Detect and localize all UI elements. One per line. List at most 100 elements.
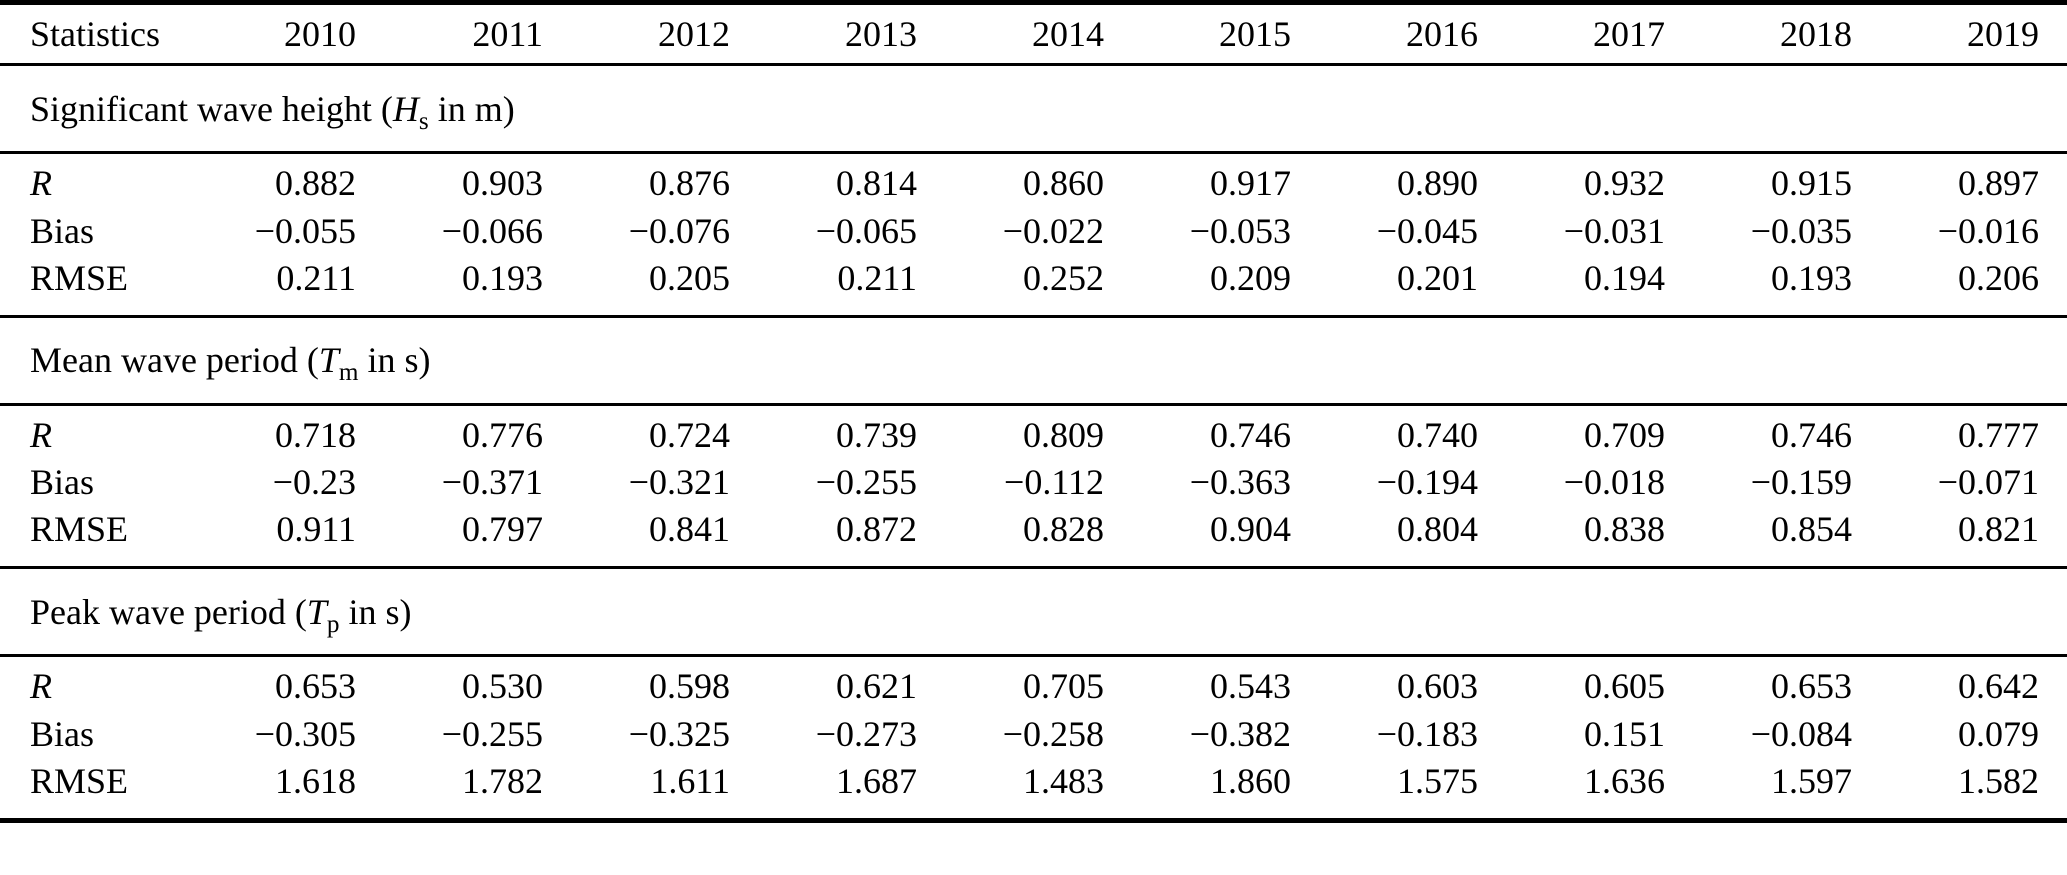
stat-value: 0.890 (1397, 163, 1478, 204)
stat-value: −0.112 (1004, 462, 1104, 502)
stat-value: 0.151 (1584, 713, 1665, 754)
year-column-header: 2010 (284, 14, 356, 54)
stat-value: 0.860 (1023, 163, 1104, 204)
stat-value: 0.543 (1210, 666, 1291, 707)
table-row-rmse: RMSE 1.618 1.782 1.611 1.687 1.483 1.860… (0, 760, 2067, 821)
year-column-header: 2012 (658, 14, 730, 54)
stat-value: −0.066 (441, 210, 543, 251)
stat-value: 0.904 (1210, 509, 1291, 549)
stat-value: 1.618 (275, 760, 356, 801)
stat-value: 0.605 (1584, 666, 1665, 707)
year-column-header: 2016 (1406, 14, 1478, 54)
section-peak-wave-period: Peak wave period (Tp in s) R 0.653 0.530… (0, 568, 2067, 821)
stat-value: 0.211 (837, 257, 917, 298)
stat-value: 0.872 (836, 509, 917, 549)
stat-value: 0.911 (276, 509, 356, 549)
stat-value: 0.211 (276, 257, 356, 298)
stat-value: −0.071 (1937, 462, 2039, 502)
stat-value: 0.903 (462, 163, 543, 204)
stat-value: 1.611 (650, 760, 730, 801)
stat-value: 0.598 (649, 666, 730, 707)
stat-value: 1.687 (836, 760, 917, 801)
column-header-statistics: Statistics (30, 14, 161, 54)
table-row-bias: Bias −0.23 −0.371 −0.321 −0.255 −0.112 −… (0, 456, 2067, 508)
section-title-text: Significant wave height ( (30, 88, 393, 129)
stat-value: −0.053 (1189, 210, 1291, 251)
year-column-header: 2015 (1219, 14, 1291, 54)
stat-value: −0.035 (1750, 210, 1852, 251)
stat-value: 0.777 (1958, 414, 2039, 455)
stat-value: 0.205 (649, 257, 730, 298)
stat-value: 1.636 (1584, 760, 1665, 801)
section-title-mean-wave-period: Mean wave period (Tm in s) (0, 316, 2067, 404)
stat-value: −0.23 (272, 462, 356, 502)
stat-value: −0.045 (1376, 210, 1478, 251)
stat-value: −0.255 (815, 462, 917, 502)
math-symbol: T (306, 591, 327, 632)
stat-value: −0.018 (1563, 462, 1665, 502)
stat-value: −0.371 (441, 462, 543, 502)
stat-label: Bias (30, 713, 95, 754)
stat-value: 0.653 (275, 666, 356, 707)
stat-value: −0.325 (628, 713, 730, 754)
stat-value: 0.876 (649, 163, 730, 204)
section-heading-row: Significant wave height (Hs in m) (0, 65, 2067, 153)
stat-value: 0.621 (836, 666, 917, 707)
stat-value: −0.022 (1002, 210, 1104, 251)
stat-value: −0.055 (254, 210, 356, 251)
stat-value: −0.194 (1376, 462, 1478, 502)
stat-value: 0.841 (649, 509, 730, 549)
stat-value: 0.705 (1023, 666, 1104, 707)
table-row-bias: Bias −0.055 −0.066 −0.076 −0.065 −0.022 … (0, 205, 2067, 257)
statistics-table: Statistics 2010 2011 2012 2013 2014 2015… (0, 0, 2067, 823)
stat-label: Bias (30, 462, 95, 502)
stat-value: 0.746 (1771, 414, 1852, 455)
stat-label: RMSE (30, 509, 129, 549)
year-column-header: 2014 (1032, 14, 1104, 54)
table-row-r: R 0.653 0.530 0.598 0.621 0.705 0.543 0.… (0, 656, 2067, 708)
stat-value: 0.814 (836, 163, 917, 204)
table-row-r: R 0.718 0.776 0.724 0.739 0.809 0.746 0.… (0, 404, 2067, 456)
stat-label: RMSE (30, 257, 129, 298)
stat-value: −0.305 (254, 713, 356, 754)
stat-value: −0.258 (1002, 713, 1104, 754)
stat-value: 0.724 (649, 414, 730, 455)
math-symbol: H (392, 88, 419, 129)
stat-value: 0.193 (462, 257, 543, 298)
stat-value: 0.603 (1397, 666, 1478, 707)
stat-value: −0.084 (1750, 713, 1852, 754)
section-title-text: in m) (428, 88, 515, 129)
stat-value: 0.740 (1397, 414, 1478, 455)
stat-value: 1.483 (1023, 760, 1104, 801)
header-row: Statistics 2010 2011 2012 2013 2014 2015… (0, 3, 2067, 65)
stat-value: 0.201 (1397, 257, 1478, 298)
stat-label: R (30, 414, 52, 455)
section-title-text: Peak wave period ( (30, 591, 307, 632)
stat-value: 0.897 (1958, 163, 2039, 204)
stat-value: 0.193 (1771, 257, 1852, 298)
stat-value: 0.209 (1210, 257, 1291, 298)
stat-value: 0.915 (1771, 163, 1852, 204)
stat-value: 0.821 (1958, 509, 2039, 549)
year-column-header: 2013 (845, 14, 917, 54)
year-column-header: 2019 (1967, 14, 2039, 54)
stat-value: 1.597 (1771, 760, 1852, 801)
stat-value: 0.746 (1210, 414, 1291, 455)
table-row-rmse: RMSE 0.911 0.797 0.841 0.872 0.828 0.904… (0, 508, 2067, 568)
year-column-header: 2018 (1780, 14, 1852, 54)
section-mean-wave-period: Mean wave period (Tm in s) R 0.718 0.776… (0, 316, 2067, 568)
stat-label: RMSE (30, 760, 129, 801)
stat-value: 0.709 (1584, 414, 1665, 455)
stat-value: 0.739 (836, 414, 917, 455)
stat-value: 0.718 (275, 414, 356, 455)
stat-value: 0.776 (462, 414, 543, 455)
stat-value: 0.882 (275, 163, 356, 204)
stat-label: Bias (30, 210, 95, 251)
stat-value: 1.575 (1397, 760, 1478, 801)
stat-value: 0.079 (1958, 713, 2039, 754)
year-column-header: 2017 (1593, 14, 1665, 54)
section-title-text: in s) (358, 340, 431, 380)
stat-value: −0.382 (1189, 713, 1291, 754)
stat-value: 0.932 (1584, 163, 1665, 204)
stat-value: 0.194 (1584, 257, 1665, 298)
